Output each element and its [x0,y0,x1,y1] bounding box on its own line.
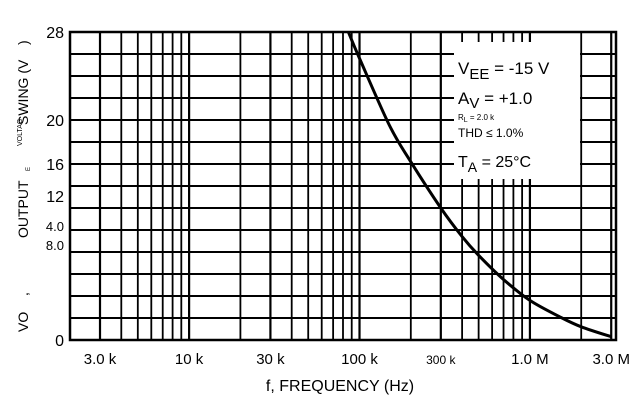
y-label-comma: , [15,292,31,296]
x-tick-label: 10 k [175,351,204,368]
vee-condition: VEE = -15 V [458,59,550,83]
series-layer [347,31,612,339]
conditions-box [454,42,580,179]
plot-frame [68,30,618,342]
x-tick-label: 100 k [341,351,378,368]
y-label-output: OUTPUT [15,180,31,238]
x-tick-label: 3.0 k [84,351,117,368]
av-condition: AV = +1.0 [458,89,532,112]
y-label-paren: ) [15,40,31,45]
ta-condition: TA = 25°C [458,154,531,175]
y-tick-label: 0 [55,333,64,350]
x-tick-labels: 3.0 k 10 k 30 k 100 k 300 k 1.0 M 3.0 M [84,351,629,368]
x-axis-label: f, FREQUENCY (Hz) [266,378,414,395]
x-tick-label: 1.0 M [511,351,549,368]
y-axis-label: OUTPUT VOLTAG E SWING (V ) VO , [15,40,32,332]
thd-condition: THD ≤ 1.0% [458,126,524,140]
y-tick-label: 20 [46,113,64,130]
y-label-vo: VO [15,312,31,332]
rl-condition: RL = 2.0 k [458,113,495,124]
y-tick-label-extra: 8.0 [46,238,64,253]
series-line [347,31,612,339]
x-tick-label: 30 k [256,351,285,368]
x-tick-label: 3.0 M [592,351,629,368]
y-label-voltag: VOLTAG [17,119,24,146]
y-tick-label-extra: 12 [46,189,64,206]
y-tick-label-extra: 4.0 [46,219,64,234]
y-tick-labels: 0 16 20 28 12 4.0 8.0 [46,25,64,350]
x-tick-label: 300 k [426,353,456,367]
y-tick-label: 16 [46,157,64,174]
y-label-e: E [26,167,32,171]
conditions-text: VEE = -15 V AV = +1.0 RL = 2.0 k THD ≤ 1… [458,59,550,175]
y-tick-label: 28 [46,25,64,42]
y-label-swing: SWING (V [15,59,31,125]
